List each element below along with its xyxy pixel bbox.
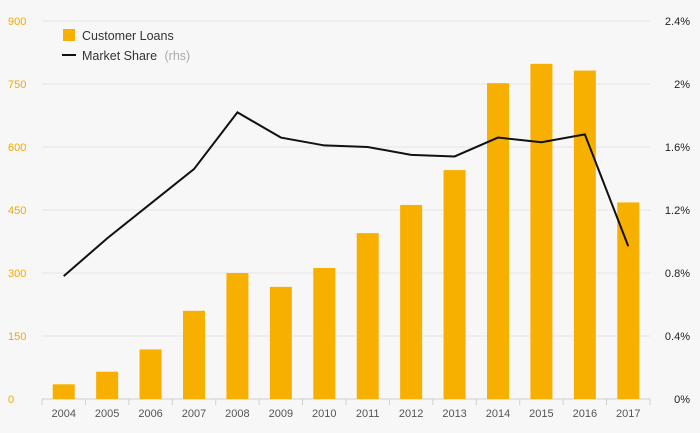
bar-2012 — [400, 204, 423, 399]
x-tick-label-2007: 2007 — [182, 408, 206, 420]
bar-2011 — [356, 233, 379, 399]
y-left-tick-label: 600 — [8, 142, 26, 154]
gridlines — [42, 20, 650, 400]
bar-2014 — [487, 83, 509, 399]
y-left-tick-label: 300 — [8, 268, 26, 280]
bar-2009 — [269, 286, 292, 399]
line-series-market-share — [63, 111, 630, 277]
bar-2008 — [226, 273, 249, 399]
y-right-tick-label: 0.8% — [665, 268, 690, 280]
legend-swatch-customer-loans — [63, 29, 75, 41]
bar-2005 — [96, 371, 119, 399]
x-tick-label-2011: 2011 — [356, 408, 380, 420]
y-left-tick-label: 150 — [8, 331, 26, 343]
y-right-tick-label: 1.6% — [665, 142, 690, 154]
bar-2015 — [530, 63, 553, 400]
x-tick-label-2010: 2010 — [312, 408, 336, 420]
x-tick-label-2004: 2004 — [51, 408, 75, 420]
y-left-tick-label: 0 — [8, 394, 14, 406]
x-axis: 2004 2005 2006 2007 2008 2009 2010 2011 2012 2013… — [41, 399, 651, 420]
x-tick-label-2006: 2006 — [138, 408, 162, 420]
legend-label-market-share-rhs: (rhs) — [165, 49, 191, 63]
x-tick-label-2017: 2017 — [616, 408, 640, 420]
y-left-tick-label: 450 — [8, 205, 26, 217]
bar-2007 — [183, 310, 205, 399]
bar-2013 — [443, 170, 466, 399]
y-right-tick-label: 2% — [674, 79, 690, 91]
bar-2010 — [313, 267, 336, 399]
x-tick-label-2016: 2016 — [573, 408, 597, 420]
legend: Customer Loans Market Share (rhs) — [62, 29, 190, 63]
x-tick-label-2005: 2005 — [95, 408, 119, 420]
y-right-tick-label: 0% — [674, 394, 690, 406]
market-share-line — [63, 111, 630, 277]
y-right-tick-label: 2.4% — [665, 16, 690, 28]
bar-2004 — [52, 384, 75, 399]
x-tick-label-2008: 2008 — [225, 408, 249, 420]
y-left-tick-label: 900 — [8, 16, 26, 28]
bar-2016 — [573, 70, 596, 399]
y-right-tick-label: 1.2% — [665, 205, 690, 217]
x-tick-label-2009: 2009 — [269, 408, 293, 420]
bar-2006 — [139, 349, 162, 399]
legend-label-market-share-text: Market Share — [82, 49, 157, 63]
bar-2017 — [617, 202, 640, 399]
y-left-tick-label: 750 — [8, 79, 26, 91]
legend-label-market-share: Market Share (rhs) — [82, 49, 190, 63]
y-axis-right: 0% 0.4% 0.8% 1.2% 1.6% 2% 2.4% — [665, 16, 690, 406]
legend-label-customer-loans: Customer Loans — [82, 29, 174, 43]
x-tick-label-2012: 2012 — [399, 408, 423, 420]
x-tick-label-2014: 2014 — [486, 408, 510, 420]
y-right-tick-label: 0.4% — [665, 331, 690, 343]
bar-series-customer-loans — [52, 63, 640, 400]
x-tick-label-2015: 2015 — [529, 408, 553, 420]
y-axis-left: 0 150 300 450 600 750 900 — [8, 16, 26, 406]
x-tick-label-2013: 2013 — [442, 408, 466, 420]
